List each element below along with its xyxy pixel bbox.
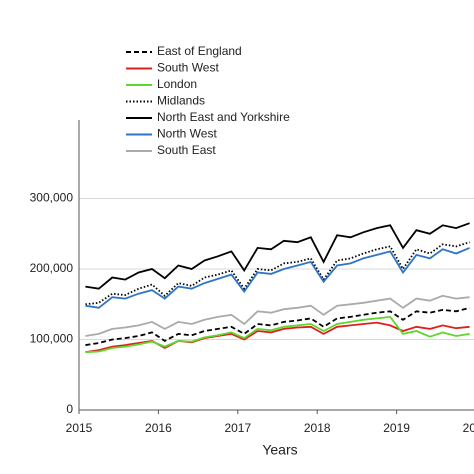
- x-tick-label: 2018: [304, 421, 331, 435]
- x-tick-label: 2017: [224, 421, 251, 435]
- legend-label: North West: [157, 127, 217, 141]
- series-line: [85, 247, 470, 309]
- legend-label: East of England: [157, 44, 242, 58]
- legend-label: London: [157, 77, 197, 91]
- series-line: [85, 241, 470, 306]
- series-line: [85, 321, 470, 354]
- x-tick-label: 2019: [383, 421, 410, 435]
- x-axis-label: Years: [262, 442, 297, 458]
- series-line: [85, 315, 470, 354]
- series-line: [85, 222, 470, 290]
- y-tick-label: 100,000: [30, 332, 74, 346]
- legend-label: Midlands: [157, 94, 205, 108]
- legend-label: South East: [157, 143, 216, 157]
- legend-label: South West: [157, 61, 219, 75]
- legend-label: North East and Yorkshire: [157, 110, 290, 124]
- y-tick-label: 200,000: [30, 261, 74, 275]
- x-tick-label: 2016: [145, 421, 172, 435]
- x-tick-label: 2020: [463, 421, 474, 435]
- x-tick-label: 2015: [66, 421, 93, 435]
- series-line: [85, 294, 470, 337]
- y-tick-label: 300,000: [30, 191, 74, 205]
- series-line: [85, 306, 470, 346]
- y-tick-label: 0: [66, 402, 73, 416]
